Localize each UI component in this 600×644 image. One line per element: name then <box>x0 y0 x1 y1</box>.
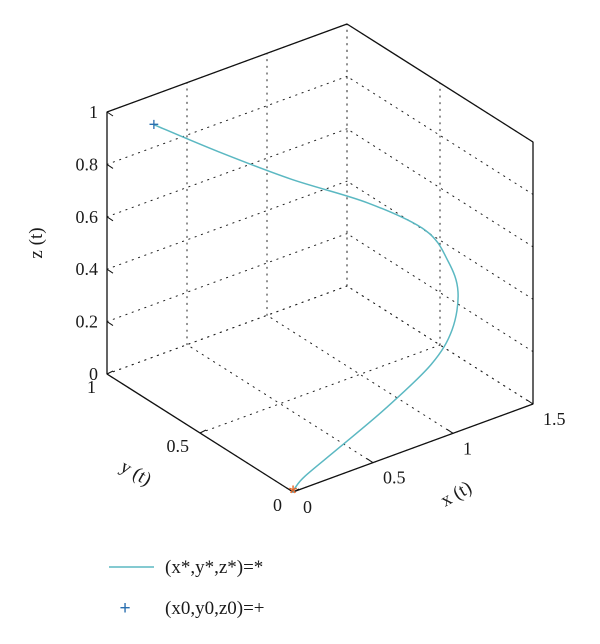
grid-line-back-z <box>106 285 348 375</box>
z-tick-label: 0.2 <box>76 312 99 332</box>
initial-point-marker: + <box>149 115 160 135</box>
legend-line-label: (x*,y*,z*)=* <box>165 557 263 578</box>
z-tick-label: 0.4 <box>76 259 99 279</box>
equilibrium-point-marker: * <box>289 481 298 506</box>
grid-line-back-z <box>106 128 348 218</box>
legend: (x*,y*,z*)=* + (x0,y0,z0)=+ <box>109 557 265 619</box>
x-axis-label: x (t) <box>437 477 475 511</box>
x-tick-mark <box>286 487 294 493</box>
y-tick-mark <box>292 488 300 493</box>
grid-line-back-z <box>106 233 348 323</box>
z-tick-mark <box>106 373 114 379</box>
z-tick-label: 0.6 <box>76 207 99 227</box>
grid-line-side-z <box>346 180 534 300</box>
grid-line-back-z <box>106 180 348 270</box>
x-tick-mark <box>366 458 374 464</box>
grid-line-floor-x <box>266 314 454 434</box>
z-tick-label: 0 <box>89 364 98 384</box>
z-tick-label: 0.8 <box>76 154 99 174</box>
y-axis-label: y (t) <box>117 456 155 490</box>
grid-line-back-z <box>106 75 348 165</box>
box-edge <box>106 23 348 113</box>
x-tick-label: 0 <box>303 497 312 517</box>
z-tick-mark <box>106 321 114 327</box>
grid-lines <box>106 23 534 493</box>
series-line-trajectory <box>153 124 459 493</box>
z-tick-label: 1 <box>89 102 98 122</box>
x-tick-label: 1 <box>463 438 472 458</box>
legend-marker-label: (x0,y0,z0)=+ <box>165 598 265 619</box>
y-tick-mark <box>106 370 114 375</box>
y-tick-mark <box>199 429 207 434</box>
z-tick-mark <box>106 163 114 169</box>
data-layer: +* <box>149 115 459 506</box>
box-edge <box>292 403 534 493</box>
grid-line-side-z <box>346 128 534 248</box>
grid-line-floor-x <box>186 344 374 464</box>
grid-line-floor-y <box>199 344 441 434</box>
x-tick-label: 0.5 <box>383 468 406 488</box>
z-tick-mark <box>106 268 114 274</box>
x-tick-mark <box>446 428 454 434</box>
y-tick-label: 1 <box>87 377 96 397</box>
x-tick-mark <box>526 399 534 405</box>
y-tick-label: 0 <box>273 495 282 515</box>
axes-box <box>106 23 534 493</box>
box-edge <box>346 23 534 143</box>
x-tick-label: 1.5 <box>543 409 566 429</box>
legend-marker-symbol: + <box>119 598 130 619</box>
z-axis-label: z (t) <box>26 227 47 258</box>
z-tick-mark <box>106 111 114 117</box>
y-tick-label: 0.5 <box>167 436 190 456</box>
z-tick-mark <box>106 216 114 222</box>
